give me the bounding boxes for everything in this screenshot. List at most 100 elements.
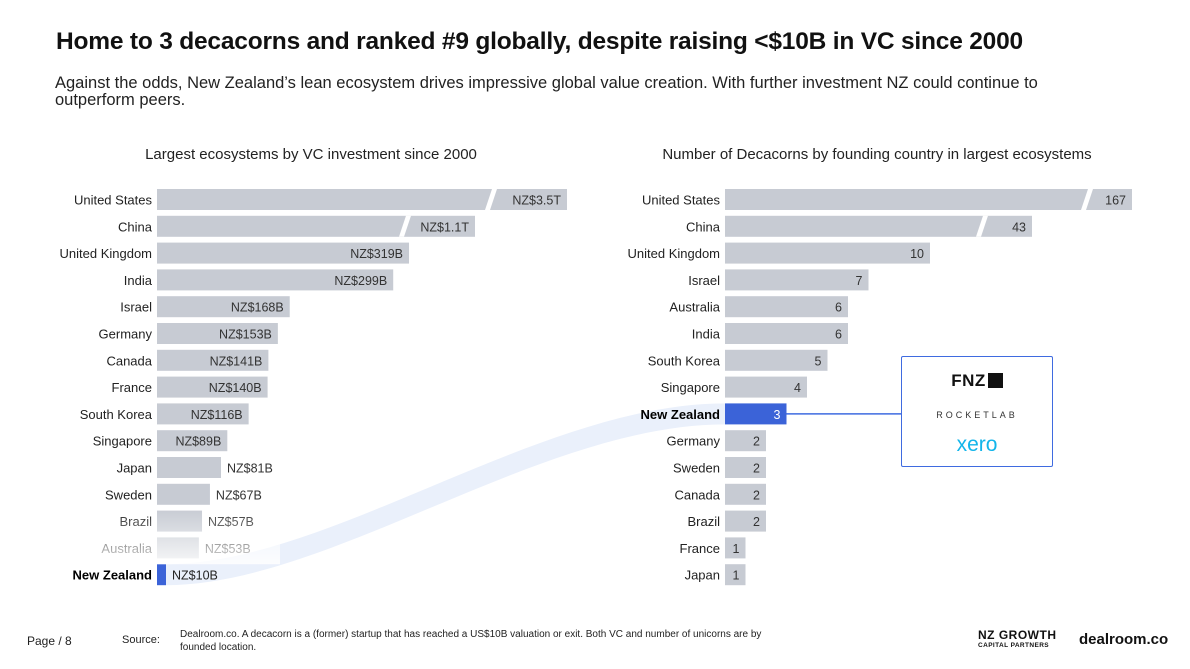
- category-label-france: France: [680, 541, 720, 556]
- category-label-united-states: United States: [74, 193, 153, 208]
- xero-logo: xero: [956, 433, 998, 456]
- category-label-india: India: [692, 327, 721, 342]
- source-text: Dealroom.co. A decacorn is a (former) st…: [180, 629, 762, 653]
- value-label-china: 43: [1012, 220, 1026, 234]
- category-label-united-states: United States: [642, 193, 721, 208]
- value-label-germany: NZ$153B: [219, 328, 272, 342]
- category-label-china: China: [686, 219, 721, 234]
- decacorn-logo-callout: FNZ ROCKETLAB xero: [901, 356, 1053, 467]
- category-label-singapore: Singapore: [661, 380, 720, 395]
- category-label-germany: Germany: [99, 327, 153, 342]
- value-label-japan: NZ$81B: [227, 462, 273, 476]
- category-label-sweden: Sweden: [105, 487, 152, 502]
- dealroom-logo: dealroom.co: [1079, 631, 1169, 648]
- page-number: Page / 8: [27, 634, 72, 648]
- category-label-new-zealand: New Zealand: [641, 407, 721, 422]
- bar-singapore: [157, 430, 228, 452]
- category-label-china: China: [118, 219, 153, 234]
- value-label-canada: NZ$141B: [210, 354, 263, 368]
- value-label-singapore: 4: [794, 381, 801, 395]
- value-label-india: NZ$299B: [334, 274, 387, 288]
- bar-new-zealand: [725, 403, 787, 425]
- bar-australia: [725, 296, 848, 318]
- rocketlab-logo: ROCKETLAB: [936, 410, 1018, 420]
- value-label-france: 1: [733, 542, 740, 556]
- nz-growth-logo: NZ GROWTH CAPITAL PARTNERS: [978, 628, 1057, 649]
- value-label-new-zealand: 3: [774, 408, 781, 422]
- value-label-united-states: 167: [1105, 194, 1126, 208]
- value-label-south-korea: NZ$116B: [191, 408, 243, 422]
- bar-india: [725, 323, 848, 344]
- category-label-south-korea: South Korea: [648, 353, 721, 368]
- bar-japan: [157, 457, 221, 478]
- category-label-united-kingdom: United Kingdom: [60, 246, 153, 261]
- bar-sweden: [725, 457, 766, 478]
- category-label-japan: Japan: [685, 568, 720, 583]
- charts-canvas: Largest ecosystems by VC investment sinc…: [60, 146, 1132, 586]
- value-label-united-kingdom: 10: [910, 247, 924, 261]
- value-label-china: NZ$1.1T: [420, 220, 469, 234]
- source-label: Source:: [122, 634, 160, 646]
- value-label-japan: 1: [733, 569, 740, 583]
- page-subtitle: Against the odds, New Zealand’s lean eco…: [55, 74, 1038, 109]
- bar-sweden: [157, 483, 210, 505]
- value-label-new-zealand: NZ$10B: [172, 569, 218, 583]
- value-label-united-states: NZ$3.5T: [512, 194, 561, 208]
- category-label-canada: Canada: [106, 353, 152, 368]
- bar-south-korea: [157, 403, 249, 425]
- category-label-israel: Israel: [688, 273, 720, 288]
- category-label-germany: Germany: [667, 434, 721, 449]
- bar-united-states: [157, 189, 567, 210]
- right-chart-title: Number of Decacorns by founding country …: [662, 146, 1091, 163]
- bar-china: [725, 215, 1032, 237]
- value-label-germany: 2: [753, 435, 760, 449]
- value-label-australia: 6: [835, 301, 842, 315]
- axis-break-china: [399, 215, 411, 237]
- category-label-india: India: [124, 273, 153, 288]
- fade-overlay: [60, 508, 280, 565]
- bar-japan: [725, 564, 746, 586]
- bar-united-kingdom: [157, 242, 410, 264]
- bar-china: [157, 215, 475, 237]
- bar-singapore: [725, 376, 807, 398]
- bar-israel: [157, 296, 290, 318]
- value-label-brazil: 2: [753, 515, 760, 529]
- category-label-canada: Canada: [674, 487, 720, 502]
- flow-connector: [166, 403, 725, 586]
- axis-break-united-states: [485, 189, 497, 210]
- value-label-singapore: NZ$89B: [175, 435, 221, 449]
- category-label-south-korea: South Korea: [80, 407, 153, 422]
- value-label-united-kingdom: NZ$319B: [350, 247, 403, 261]
- value-label-sweden: 2: [753, 462, 760, 476]
- bar-france: [725, 537, 746, 559]
- category-label-australia: Australia: [669, 300, 720, 315]
- bar-france: [157, 376, 268, 398]
- page-title: Home to 3 decacorns and ranked #9 global…: [56, 28, 1023, 55]
- value-label-canada: 2: [753, 488, 760, 502]
- axis-break-china: [976, 215, 988, 237]
- category-label-new-zealand: New Zealand: [73, 568, 153, 583]
- bar-israel: [725, 269, 869, 291]
- bar-brazil: [725, 510, 766, 532]
- bar-germany: [725, 430, 766, 452]
- category-label-united-kingdom: United Kingdom: [628, 246, 721, 261]
- value-label-israel: 7: [856, 274, 863, 288]
- fnz-logo: FNZ: [902, 371, 1052, 391]
- bar-germany: [157, 323, 278, 344]
- category-label-sweden: Sweden: [673, 461, 720, 476]
- bar-south-korea: [725, 349, 828, 371]
- value-label-israel: NZ$168B: [231, 301, 284, 315]
- value-label-south-korea: 5: [815, 354, 822, 368]
- value-label-france: NZ$140B: [209, 381, 262, 395]
- bar-canada: [157, 349, 269, 371]
- bar-new-zealand: [157, 564, 166, 586]
- category-label-japan: Japan: [117, 461, 152, 476]
- bar-united-kingdom: [725, 242, 930, 264]
- axis-break-united-states: [1081, 189, 1093, 210]
- value-label-india: 6: [835, 328, 842, 342]
- category-label-brazil: Brazil: [687, 514, 720, 529]
- bar-united-states: [725, 189, 1132, 210]
- bar-canada: [725, 483, 766, 505]
- category-label-singapore: Singapore: [93, 434, 152, 449]
